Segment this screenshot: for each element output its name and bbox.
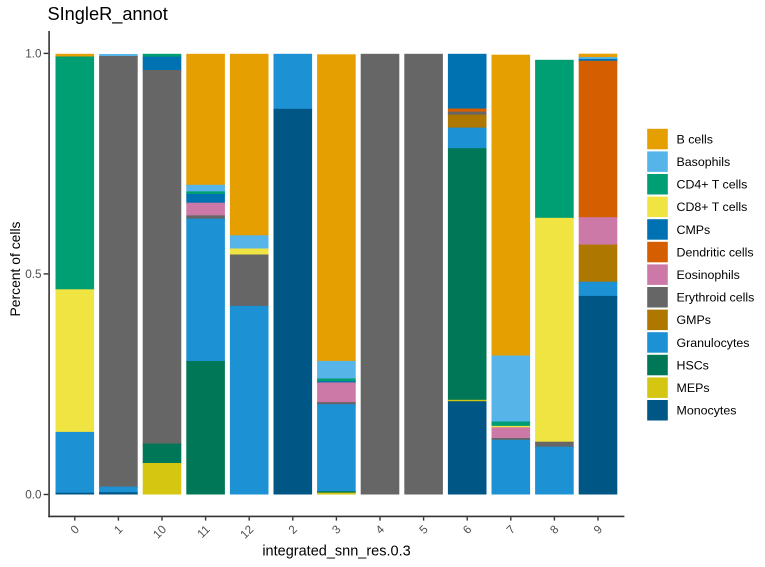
svg-text:CMPs: CMPs [677,223,711,237]
svg-text:1.0: 1.0 [25,47,42,60]
svg-text:Dendritic cells: Dendritic cells [677,245,754,259]
svg-text:MEPs: MEPs [677,381,710,395]
svg-text:B cells: B cells [677,132,714,146]
svg-text:CD8+ T cells: CD8+ T cells [677,200,748,214]
svg-text:HSCs: HSCs [677,358,709,372]
svg-text:integrated_snn_res.0.3: integrated_snn_res.0.3 [262,544,410,560]
svg-text:Granulocytes: Granulocytes [677,336,750,350]
svg-text:Monocytes: Monocytes [677,404,737,418]
svg-text:Eosinophils: Eosinophils [677,268,740,282]
svg-text:0.0: 0.0 [25,489,42,502]
svg-text:Percent of cells: Percent of cells [7,221,23,316]
svg-text:GMPs: GMPs [677,313,711,327]
svg-text:CD4+ T cells: CD4+ T cells [677,178,748,192]
svg-text:0.5: 0.5 [25,268,42,281]
svg-text:Basophils: Basophils [677,155,731,169]
svg-text:SIngleR_annot: SIngleR_annot [48,4,168,25]
svg-text:Erythroid cells: Erythroid cells [677,291,755,305]
